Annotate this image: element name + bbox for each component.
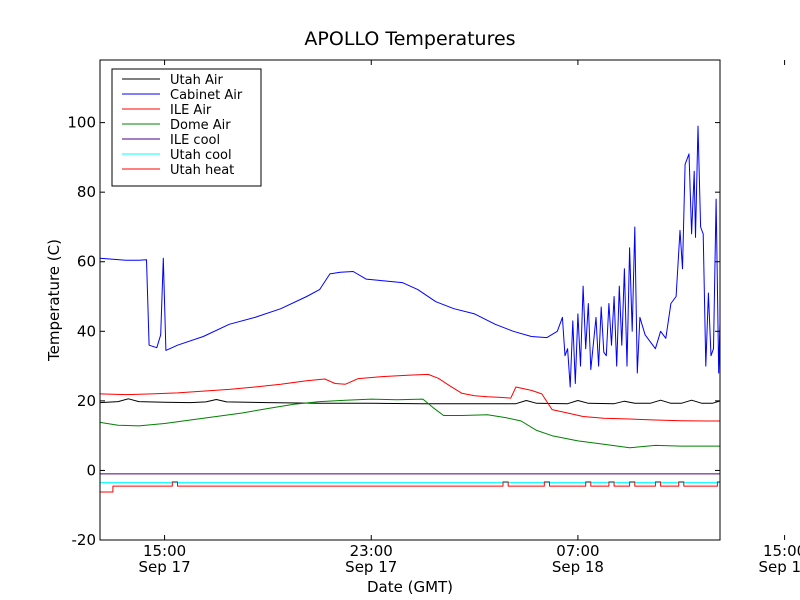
series-line-utah-air bbox=[100, 398, 720, 405]
plot-frame bbox=[99, 59, 721, 541]
legend-label-ile-cool: ILE cool bbox=[170, 133, 220, 148]
legend-label-dome-air: Dome Air bbox=[170, 118, 231, 133]
y-tick-label: 80 bbox=[77, 183, 96, 201]
x-tick-time-label: 15:00 bbox=[143, 542, 186, 560]
legend-label-cabinet-air: Cabinet Air bbox=[170, 88, 243, 103]
y-axis-label: Temperature (C) bbox=[45, 239, 63, 362]
x-tick-time-label: 15:00 bbox=[763, 542, 800, 560]
y-tick-label: 0 bbox=[86, 461, 96, 479]
series-line-cabinet-air bbox=[100, 125, 720, 388]
series-line-utah-heat bbox=[100, 481, 720, 493]
chart-title: APOLLO Temperatures bbox=[304, 28, 515, 50]
y-tick-label: -20 bbox=[72, 531, 97, 549]
y-tick-label: 100 bbox=[67, 114, 96, 132]
x-tick-date-label: Sep 18 bbox=[552, 558, 604, 576]
legend-label-utah-cool: Utah cool bbox=[170, 148, 232, 163]
y-tick-label: 60 bbox=[77, 253, 96, 271]
legend-box bbox=[111, 68, 262, 187]
series-layer bbox=[100, 125, 720, 493]
series-line-ile-air bbox=[100, 373, 720, 422]
legend-label-ile-air: ILE Air bbox=[170, 103, 212, 118]
y-tick-label: 40 bbox=[77, 322, 96, 340]
series-line-dome-air bbox=[100, 398, 720, 449]
x-tick-date-label: Sep 18 bbox=[759, 558, 800, 576]
x-tick-date-label: Sep 17 bbox=[345, 558, 397, 576]
x-tick-time-label: 07:00 bbox=[556, 542, 599, 560]
x-axis-label: Date (GMT) bbox=[367, 578, 453, 596]
y-tick-label: 20 bbox=[77, 392, 96, 410]
legend-label-utah-heat: Utah heat bbox=[170, 163, 234, 178]
x-tick-date-label: Sep 17 bbox=[139, 558, 191, 576]
legend-label-utah-air: Utah Air bbox=[170, 73, 223, 88]
x-tick-time-label: 23:00 bbox=[350, 542, 393, 560]
